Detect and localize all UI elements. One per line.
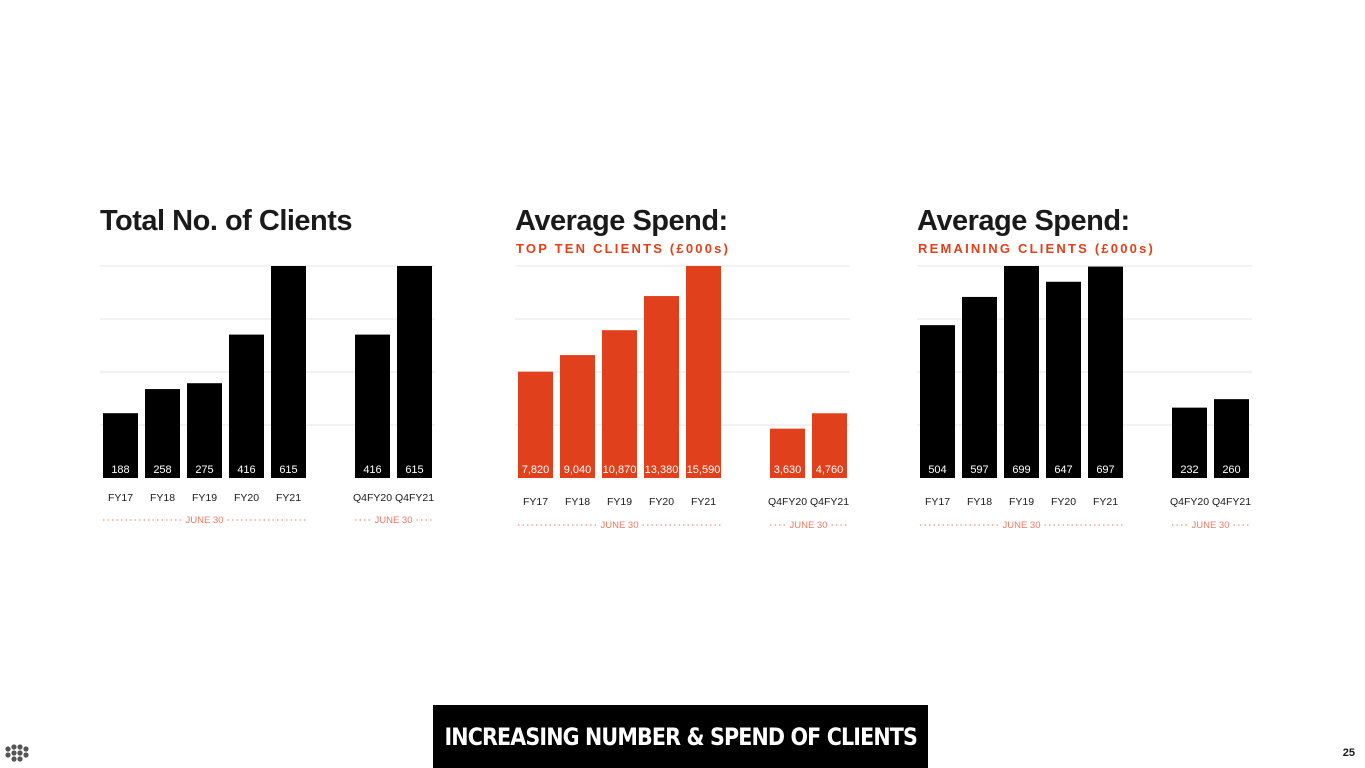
- category-label: FY20: [234, 492, 259, 504]
- category-label: FY18: [565, 496, 590, 508]
- bar-value-label: 3,630: [774, 464, 802, 476]
- category-label: FY20: [649, 496, 674, 508]
- group-label: JUNE 30: [1191, 520, 1229, 531]
- bar-value-label: 597: [970, 464, 988, 476]
- group-label: JUNE 30: [789, 520, 827, 531]
- chart-subtitle: TOP TEN CLIENTS (£000s): [516, 241, 731, 256]
- category-label: Q4FY21: [1212, 496, 1251, 508]
- headline-banner: INCREASING NUMBER & SPEND OF CLIENTS: [433, 705, 928, 768]
- bar: [103, 413, 138, 478]
- bar: [1088, 266, 1123, 478]
- bar-value-label: 10,870: [603, 464, 637, 476]
- chart-svg: 188 FY17 258 FY18 275 FY19 416 FY20 615 FY21 416 Q4…: [100, 265, 435, 526]
- bar: [560, 355, 595, 478]
- group-label: JUNE 30: [600, 520, 638, 531]
- bar-value-label: 258: [153, 464, 171, 476]
- chart-title: Total No. of Clients: [100, 205, 353, 237]
- chart-svg: 7,820 FY17 9,040 FY18 10,870 FY19 13,380 FY20 15…: [515, 265, 850, 531]
- bar-value-label: 699: [1012, 464, 1030, 476]
- category-label: FY17: [925, 496, 950, 508]
- bar-value-label: 615: [405, 464, 423, 476]
- bar: [271, 266, 306, 478]
- bar: [229, 334, 264, 478]
- bar: [355, 334, 390, 478]
- bar: [602, 330, 637, 478]
- category-label: FY17: [523, 496, 548, 508]
- bar-value-label: 13,380: [645, 464, 679, 476]
- bar-value-label: 697: [1096, 464, 1114, 476]
- group-label: JUNE 30: [374, 515, 412, 526]
- category-label: Q4FY20: [353, 492, 392, 504]
- bar: [397, 266, 432, 478]
- bar-value-label: 275: [195, 464, 213, 476]
- category-label: FY19: [192, 492, 217, 504]
- bar-value-label: 260: [1222, 464, 1240, 476]
- bar: [1214, 399, 1249, 478]
- bar-value-label: 7,820: [522, 464, 550, 476]
- bar: [187, 383, 222, 478]
- bar: [770, 428, 805, 478]
- category-label: Q4FY20: [768, 496, 807, 508]
- bar-value-label: 647: [1054, 464, 1072, 476]
- group-label: JUNE 30: [1002, 520, 1040, 531]
- chart-panel-remaining-spend: Average Spend: REMAINING CLIENTS (£000s)…: [917, 200, 1257, 540]
- bar: [686, 266, 721, 478]
- bar: [1004, 266, 1039, 478]
- page-number: 25: [1342, 747, 1355, 759]
- bar-value-label: 504: [928, 464, 946, 476]
- category-label: FY19: [1009, 496, 1034, 508]
- category-label: Q4FY21: [395, 492, 434, 504]
- chart-subtitle: REMAINING CLIENTS (£000s): [918, 241, 1156, 256]
- category-label: FY18: [967, 496, 992, 508]
- bar: [1046, 281, 1081, 478]
- bar: [644, 296, 679, 478]
- category-label: FY21: [1093, 496, 1118, 508]
- bar: [145, 389, 180, 478]
- category-label: FY17: [108, 492, 133, 504]
- category-label: Q4FY21: [810, 496, 849, 508]
- headline-text: INCREASING NUMBER & SPEND OF CLIENTS: [444, 722, 917, 751]
- category-label: FY19: [607, 496, 632, 508]
- chart-panel-top-ten-spend: Average Spend: TOP TEN CLIENTS (£000s) 7…: [515, 200, 855, 540]
- category-label: FY21: [691, 496, 716, 508]
- category-label: Q4FY20: [1170, 496, 1209, 508]
- bar: [920, 325, 955, 478]
- bar-value-label: 9,040: [564, 464, 592, 476]
- chart-panel-total-clients: Total No. of Clients 188 FY17 258 FY18 275 FY…: [100, 200, 440, 540]
- chart-title: Average Spend:: [515, 205, 728, 237]
- bar-value-label: 4,760: [816, 464, 844, 476]
- bar: [962, 296, 997, 478]
- group-label: JUNE 30: [185, 515, 223, 526]
- dots-cluster-icon: [4, 743, 32, 768]
- bar-value-label: 232: [1180, 464, 1198, 476]
- bar-value-label: 188: [111, 464, 129, 476]
- bar-value-label: 615: [279, 464, 297, 476]
- bar: [1172, 407, 1207, 478]
- bar-value-label: 416: [363, 464, 381, 476]
- category-label: FY20: [1051, 496, 1076, 508]
- category-label: FY21: [276, 492, 301, 504]
- bar-value-label: 15,590: [687, 464, 721, 476]
- bar: [812, 413, 847, 478]
- bar-value-label: 416: [237, 464, 255, 476]
- chart-title: Average Spend:: [917, 205, 1130, 237]
- category-label: FY18: [150, 492, 175, 504]
- chart-svg: 504 FY17 597 FY18 699 FY19 647 FY20 697 FY21 232 Q4…: [917, 265, 1252, 531]
- bar: [518, 371, 553, 478]
